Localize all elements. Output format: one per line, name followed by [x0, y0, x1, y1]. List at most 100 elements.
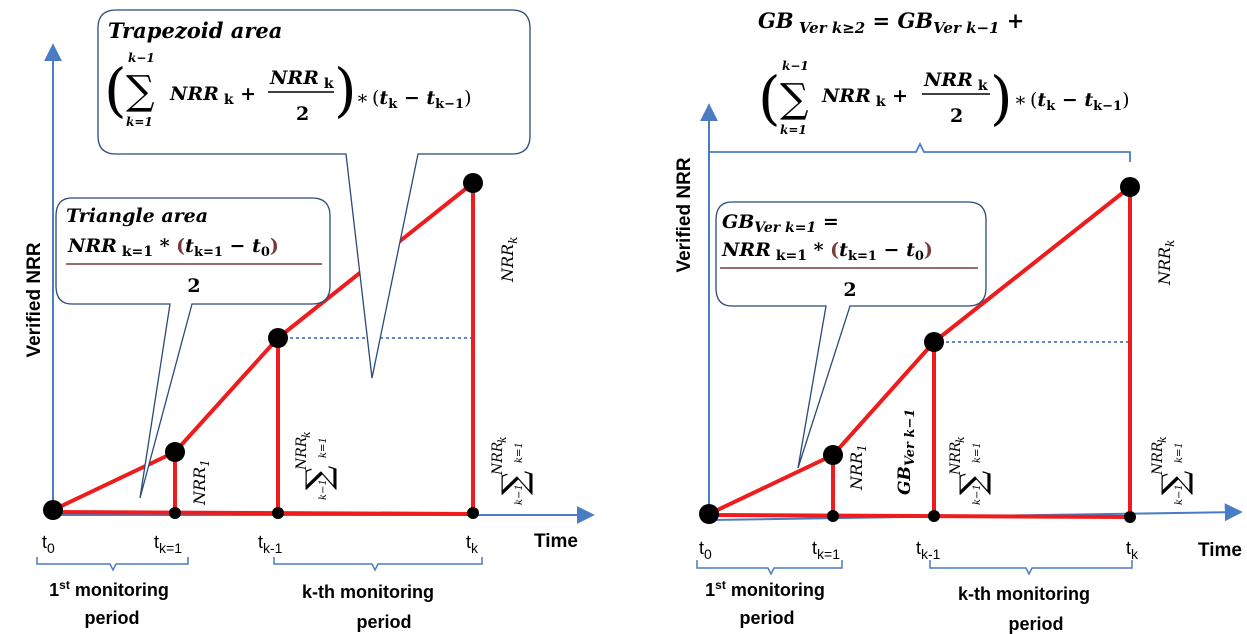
right-sum-label-km1: NRR k ∑ k−1 k=1: [948, 436, 993, 505]
left-tick-tkm1: tk-1: [258, 532, 283, 556]
right-sum-label-k: NRR k ∑ k−1 k=1: [1150, 436, 1195, 505]
svg-text:k=1: k=1: [972, 442, 983, 463]
right-panel: Verified NRR Time t0 tk=1 tk-1 tk 1st mo…: [674, 8, 1243, 634]
right-nrr-curve: [708, 185, 1132, 516]
svg-text:): ): [334, 56, 357, 124]
svg-text:k: k: [496, 436, 509, 443]
svg-text:k: k: [954, 436, 967, 443]
left-point-km1: [268, 328, 288, 348]
svg-text:k=1: k=1: [1174, 442, 1185, 463]
left-trapezoid-title: Trapezoid area: [108, 18, 282, 43]
svg-text:(tk − tk−1): (tk − tk−1): [372, 87, 472, 112]
right-gb1-lhs: GBVer k=1 =: [722, 211, 839, 236]
svg-text:2: 2: [296, 103, 309, 125]
svg-text:NRR k +: NRR k +: [821, 85, 908, 110]
svg-text:k: k: [300, 431, 313, 438]
right-base-line: [708, 513, 1131, 519]
left-panel: Verified NRR Time t0 tk=1 tk-1 tk 1st mo…: [24, 9, 595, 632]
svg-text:k−1: k−1: [128, 51, 155, 65]
svg-text:(: (: [104, 56, 127, 124]
svg-text:k−1: k−1: [1174, 484, 1185, 505]
svg-text:NRR k: NRR k: [269, 67, 334, 92]
left-point-k: [463, 173, 483, 193]
svg-text:k=1: k=1: [780, 123, 807, 137]
right-point-km1-base: [928, 510, 940, 522]
right-point-t0: [699, 504, 719, 524]
right-nrrk-label: NRRk: [1155, 240, 1177, 286]
left-sum-label-k: NRR k ∑ k−1 k=1: [490, 436, 535, 505]
left-tick-tk: tk: [466, 532, 479, 556]
left-periodk-label: k-th monitoring: [302, 582, 434, 602]
svg-text:NRR: NRR: [1150, 441, 1166, 476]
right-tick-tk1: tk=1: [812, 538, 840, 562]
left-period1-label: 1st monitoring: [49, 578, 169, 600]
right-top-bracket: [708, 141, 1131, 162]
svg-text:NRR: NRR: [948, 441, 964, 476]
right-periodk-label-2: period: [1008, 614, 1063, 634]
left-point-k-base: [467, 507, 479, 519]
svg-text:(tk − tk−1): (tk − tk−1): [1030, 89, 1130, 114]
left-point-t0: [43, 500, 63, 520]
svg-text:k=1: k=1: [126, 115, 153, 129]
left-point-k1-base: [169, 507, 181, 519]
left-point-km1-base: [272, 507, 284, 519]
left-periodk-label-2: period: [356, 612, 411, 632]
right-x-axis-label: Time: [1198, 540, 1242, 561]
svg-text:k=1: k=1: [318, 437, 329, 458]
right-point-k-base: [1124, 511, 1136, 523]
svg-text:∑: ∑: [1155, 471, 1195, 495]
svg-text:NRR: NRR: [294, 436, 310, 471]
left-nrr1-label: NRR1: [190, 459, 212, 506]
left-triangle-numerator: NRR k=1 * (tk=1 − t0): [67, 235, 279, 260]
left-trapezoid-callout: [97, 9, 531, 379]
right-period1-brace: [696, 560, 843, 576]
right-nrr1-label: NRR1: [847, 444, 869, 491]
left-tick-t0: t0: [42, 532, 55, 556]
svg-text:2: 2: [950, 105, 963, 127]
right-periodk-label: k-th monitoring: [958, 584, 1090, 604]
right-point-km1: [924, 332, 944, 352]
left-triangle-denominator: 2: [187, 275, 200, 297]
left-sum-label-km1: NRR k ∑ k−1 k=1: [294, 431, 339, 500]
left-base-line: [52, 510, 474, 516]
svg-text:∗: ∗: [1014, 89, 1027, 111]
left-periodk-brace: [273, 557, 483, 572]
left-period1-label-2: period: [84, 608, 139, 628]
svg-text:NRR k +: NRR k +: [169, 83, 256, 108]
svg-text:∑: ∑: [299, 466, 339, 490]
right-point-k: [1120, 177, 1140, 197]
svg-text:NRR k: NRR k: [923, 69, 988, 94]
svg-text:∑: ∑: [780, 76, 809, 122]
left-tick-tk1: tk=1: [154, 532, 182, 556]
right-gbk-formula: GB Ver k≥2 = GBVer k−1 + ( k−1 ∑ k=1 NRR…: [758, 8, 1130, 137]
left-nrrk-label: NRRk: [498, 237, 520, 283]
right-point-k1: [823, 445, 843, 465]
svg-text:k−1: k−1: [782, 59, 809, 73]
right-y-axis-label: Verified NRR: [674, 157, 695, 272]
right-period1-label-2: period: [739, 608, 794, 628]
right-periodk-brace: [929, 560, 1133, 576]
svg-text:k−1: k−1: [972, 484, 983, 505]
right-gb1-denominator: 2: [843, 279, 856, 301]
svg-text:k: k: [1156, 436, 1169, 443]
svg-text:∑: ∑: [495, 471, 535, 495]
svg-text:GB Ver k≥2 = GBVer k−1 +: GB Ver k≥2 = GBVer k−1 +: [758, 8, 1024, 37]
svg-text:): ): [990, 64, 1013, 132]
left-triangle-title: Triangle area: [66, 205, 208, 227]
left-trapezoid-formula: ( k−1 ∑ k=1 NRR k + NRR k 2 ) ∗ (tk − tk…: [104, 51, 472, 129]
svg-text:k=1: k=1: [514, 442, 525, 463]
svg-text:k−1: k−1: [514, 484, 525, 505]
right-tick-tk: tk: [1126, 538, 1139, 562]
svg-text:∑: ∑: [953, 471, 993, 495]
svg-text:k−1: k−1: [318, 479, 329, 500]
right-tick-t0: t0: [699, 538, 712, 562]
left-point-k1: [165, 442, 185, 462]
svg-text:(: (: [758, 64, 781, 132]
svg-text:NRR: NRR: [490, 441, 506, 476]
right-period1-label: 1st monitoring: [705, 578, 825, 600]
left-x-axis-label: Time: [534, 531, 578, 552]
right-gb1-numerator: NRR k=1 * (tk=1 − t0): [721, 239, 933, 264]
left-period1-brace: [36, 557, 189, 572]
right-gb-prev-label: GBVer k−1: [895, 409, 918, 495]
